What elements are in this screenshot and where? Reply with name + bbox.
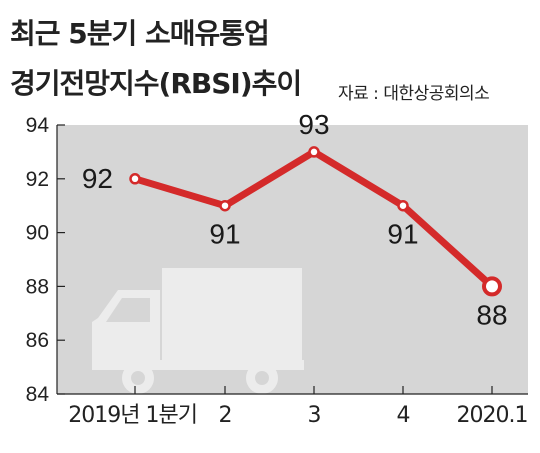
truck-front-hub [131,371,145,385]
data-point [308,146,320,158]
data-point [482,276,502,297]
x-tick-label: 4 [397,403,410,428]
chart-title-line1: 최근 5분기 소매유통업 [10,17,270,50]
y-tick-label: 88 [26,275,49,298]
truck-chassis [92,360,304,370]
y-tick-label: 94 [26,114,50,137]
y-tick-label: 90 [26,222,49,245]
data-point [129,173,141,185]
data-label: 88 [476,299,507,330]
data-point [219,199,231,212]
x-tick-label: 2019년 1분기 [68,403,197,428]
x-tick-label: 2020.1 [457,403,528,428]
y-tick-label: 92 [26,168,49,191]
x-tick-label: 3 [308,403,321,428]
source-note: 자료 : 대한상공회의소 [338,84,490,104]
axes: 84 86 88 90 92 94 2019년 1분기 2 3 4 2020.1 [26,114,529,428]
data-label: 91 [387,219,418,250]
x-tick-label: 2 [219,403,232,428]
series-line-group [129,146,502,297]
data-label: 92 [82,163,113,194]
data-labels: 92 91 93 91 88 [82,109,508,331]
y-tick-label: 84 [26,383,50,406]
data-label: 91 [209,219,240,250]
truck-window [106,298,150,322]
truck-rear-hub [255,371,269,385]
data-point [397,199,409,212]
data-label: 93 [298,109,329,140]
chart-title-line2: 경기전망지수(RBSI)추이 [10,67,302,100]
truck-icon [92,268,304,394]
y-tick-label: 86 [26,329,49,352]
truck-cargo-box [162,268,302,366]
